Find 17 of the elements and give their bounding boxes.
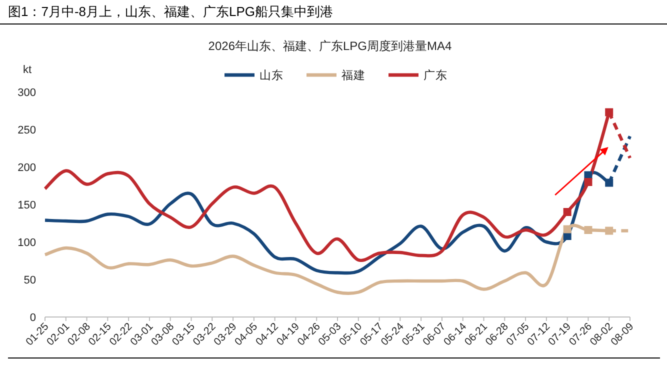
point [584, 226, 592, 234]
y-axis-title: kt [23, 64, 32, 76]
y-tick-label: 50 [24, 274, 36, 286]
y-tick-label: 300 [18, 87, 36, 99]
chart-subtitle: 2026年山东、福建、广东LPG周度到港量MA4 [208, 39, 452, 53]
y-tick-label: 150 [18, 200, 36, 212]
legend-label: 广东 [424, 68, 448, 82]
y-tick-label: 250 [18, 124, 36, 136]
y-tick-label: 200 [18, 162, 36, 174]
y-tick-label: 100 [18, 237, 36, 249]
point [584, 178, 592, 186]
chart-title: 图1：7月中-8月上，山东、福建、广东LPG船只集中到港 [8, 4, 334, 19]
legend-label: 山东 [260, 68, 284, 82]
legend-label: 福建 [342, 69, 366, 82]
point [563, 208, 572, 216]
point [563, 225, 572, 234]
y-tick-label: 0 [30, 312, 36, 324]
